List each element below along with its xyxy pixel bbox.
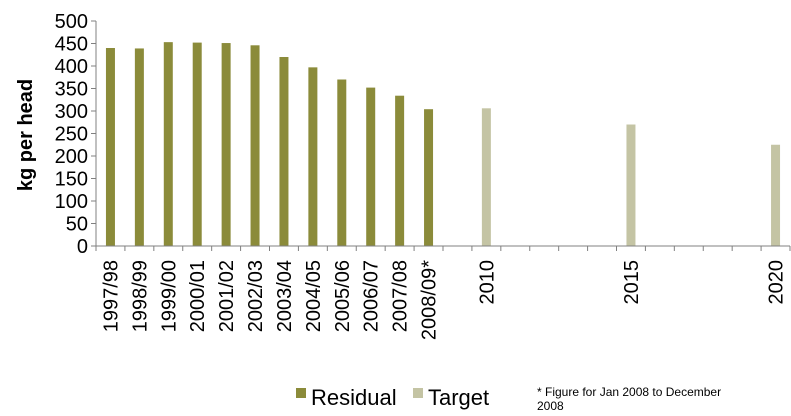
y-tick-label: 500 [55,11,88,33]
bar-residual-2008/09* [424,109,434,246]
x-tick-label: 2000/01 [187,260,209,332]
x-tick-label: 2007/08 [390,260,412,332]
x-tick-label: 2006/07 [361,260,383,332]
bar-residual-2005/06 [337,79,347,246]
x-tick-label: 2001/02 [216,260,238,332]
y-tick-label: 100 [55,191,88,213]
footnote-line-2: 2008 [537,399,564,413]
bar-residual-2006/07 [366,87,376,246]
x-tick-label: 2003/04 [274,260,296,332]
bar-residual-1997/98 [105,48,115,246]
x-tick-label: 1999/00 [158,260,180,332]
x-tick-label: 2010 [476,260,498,305]
legend-label-residual: Residual [311,385,397,410]
footnote-line-1: * Figure for Jan 2008 to December [537,385,721,399]
y-axis-label: kg per head [15,79,37,191]
bar-residual-1999/00 [163,42,173,247]
bar-residual-2001/02 [221,43,231,246]
x-tick-label: 2004/05 [303,260,325,332]
y-tick-label: 350 [55,79,88,101]
bar-target-2020 [771,144,781,246]
legend-swatch-residual [296,388,306,398]
footnote: * Figure for Jan 2008 to December 2008 [537,385,724,413]
x-tick-label: 2020 [766,260,788,305]
y-tick-label: 150 [55,169,88,191]
x-tick-label: 2015 [621,260,643,305]
y-tick-label: 300 [55,101,88,123]
bar-target-2010 [481,108,491,246]
legend-swatch-target [413,388,423,398]
x-tick-label: 1997/98 [100,260,122,332]
legend: Residual Target [296,385,489,410]
legend-label-target: Target [428,385,489,410]
y-tick-label: 50 [66,214,88,236]
bar-residual-2003/04 [279,57,289,246]
y-tick-label: 250 [55,124,88,146]
bar-residual-1998/99 [134,48,144,247]
x-axis-ticks: 1997/98 1998/99 1999/00 2000/01 2001/02 2002/… [95,246,791,340]
x-tick-label: 2008/09* [419,260,441,340]
y-tick-label: 0 [77,236,88,258]
x-tick-label: 2002/03 [245,260,267,332]
y-tick-label: 400 [55,56,88,78]
bar-residual-2004/05 [308,67,318,246]
y-tick-label: 200 [55,146,88,168]
x-tick-label: 2005/06 [332,260,354,332]
x-tick-label: 1998/99 [129,260,151,332]
bars [105,42,781,247]
bar-target-2015 [626,124,636,246]
bar-residual-2007/08 [395,95,405,246]
y-tick-label: 450 [55,34,88,56]
bar-residual-2002/03 [250,45,260,246]
bar-residual-2000/01 [192,42,202,246]
